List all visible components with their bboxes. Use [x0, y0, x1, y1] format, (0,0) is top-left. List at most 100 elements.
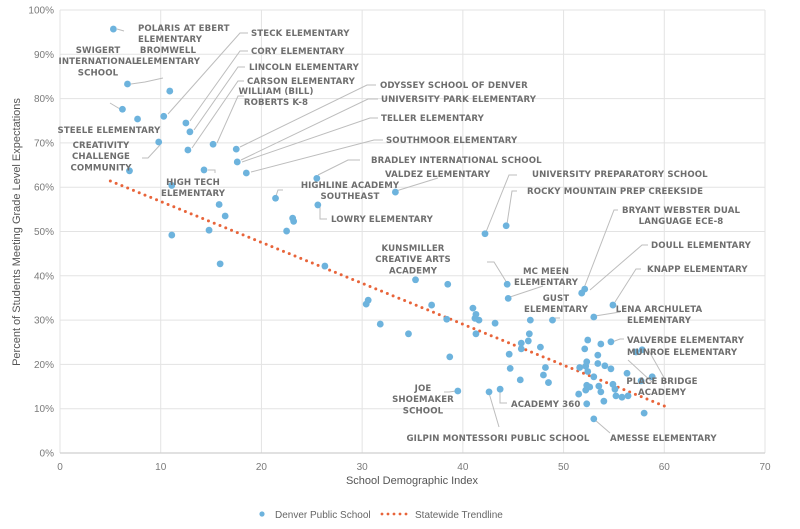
- data-point: [391, 188, 399, 196]
- legend: Denver Public School Statewide Trendline: [259, 510, 503, 521]
- annotation-label: JOE SHOEMAKER SCHOOL: [392, 384, 454, 416]
- annotation-line: LINCOLN ELEMENTARY: [249, 63, 360, 73]
- data-point: [469, 304, 477, 312]
- trendline-dot: [108, 179, 112, 183]
- data-point: [581, 345, 589, 353]
- trendline-dot: [126, 186, 130, 190]
- y-tick-label: 70%: [34, 138, 54, 149]
- trendline-dot: [281, 249, 285, 253]
- annotation-label: LOWRY ELEMENTARY: [331, 215, 434, 225]
- annotation-label: STEELE ELEMENTARY: [58, 126, 162, 136]
- data-point: [168, 182, 176, 189]
- trendline-dot: [651, 399, 655, 403]
- data-point: [594, 360, 602, 367]
- annotation-label: ODYSSEY SCHOOL OF DENVER: [380, 81, 528, 91]
- trendline-dot: [478, 329, 482, 333]
- y-tick-label: 100%: [28, 6, 54, 17]
- annotation-label: KNAPP ELEMENTARY: [647, 265, 748, 275]
- data-point: [590, 373, 598, 381]
- trendline-dot: [639, 395, 643, 399]
- data-point: [578, 289, 586, 297]
- data-point: [542, 364, 549, 371]
- annotation-leader-line: [208, 169, 216, 173]
- annotation-line: LANGUAGE ECE-8: [639, 217, 724, 227]
- trendline-dot: [391, 294, 395, 298]
- annotation-label: MUNROE ELEMENTARY: [627, 348, 738, 358]
- trendline-dot: [547, 357, 551, 361]
- trendline-dot: [224, 226, 228, 230]
- annotation-label: LINCOLN ELEMENTARY: [249, 63, 360, 73]
- annotation-label: DOULL ELEMENTARY: [651, 241, 752, 251]
- annotation-label: MC MEEN ELEMENTARY: [514, 267, 579, 288]
- annotation-label: GUST ELEMENTARY: [524, 294, 589, 315]
- annotation-line: MUNROE ELEMENTARY: [627, 348, 738, 358]
- trendline-dot: [420, 306, 424, 310]
- trendline-dot: [645, 397, 649, 401]
- annotation-leader-line: [648, 350, 668, 384]
- data-point: [526, 316, 534, 324]
- data-point: [160, 112, 168, 120]
- annotation-leader-line: [239, 84, 376, 148]
- annotation-line: ELEMENTARY: [136, 57, 201, 67]
- trendline-dot: [166, 202, 170, 206]
- annotation-leader-line: [142, 144, 161, 159]
- trendline-dot: [253, 238, 257, 242]
- annotation-leader-lines: [109, 28, 668, 434]
- trendline-dot: [495, 336, 499, 340]
- data-point: [583, 358, 591, 366]
- data-point: [524, 337, 532, 345]
- data-point: [496, 385, 504, 393]
- trendline-dot: [466, 324, 470, 328]
- data-point: [597, 340, 605, 348]
- data-point: [446, 353, 454, 361]
- data-point: [584, 368, 592, 375]
- annotation-line: HIGH TECH: [166, 178, 220, 188]
- trendline-dot: [472, 327, 476, 331]
- annotation-line: SOUTHMOOR ELEMENTARY: [386, 136, 518, 146]
- trendline-dot: [530, 350, 534, 354]
- trendline-dot: [310, 261, 314, 265]
- x-tick-label: 10: [155, 462, 167, 473]
- trendline-dot: [241, 233, 245, 237]
- data-point: [216, 260, 224, 268]
- data-point: [607, 365, 615, 373]
- trendline-dot: [362, 282, 366, 286]
- x-tick-label: 40: [457, 462, 469, 473]
- annotation-line: SCHOOL: [78, 68, 119, 78]
- annotation-label: UNIVERSITY PREPARATORY SCHOOL: [532, 170, 708, 180]
- annotation-leader-line: [109, 102, 121, 110]
- data-point: [576, 364, 584, 371]
- annotation-leader-line: [627, 359, 654, 384]
- annotation-line: ELEMENTARY: [138, 35, 203, 45]
- annotation-line: SCHOOL: [403, 406, 444, 416]
- x-tick-label: 20: [256, 462, 268, 473]
- annotation-leader-line: [583, 209, 618, 289]
- annotation-label: POLARIS AT EBERT ELEMENTARY: [138, 24, 230, 45]
- data-point: [516, 376, 524, 384]
- annotation-line: ELEMENTARY: [627, 316, 692, 326]
- annotation-leader-line: [216, 95, 244, 144]
- annotation-label: ACADEMY 360: [511, 400, 580, 410]
- x-tick-label: 50: [558, 462, 570, 473]
- trendline-dot: [587, 374, 591, 378]
- trendline-dot: [662, 404, 666, 408]
- annotation-label: BRYANT WEBSTER DUAL LANGUAGE ECE-8: [622, 206, 741, 227]
- annotation-line: PLACE BRIDGE: [626, 377, 697, 387]
- data-point: [289, 214, 297, 222]
- data-point: [186, 128, 194, 136]
- annotation-line: BROMWELL: [140, 46, 197, 56]
- data-point: [491, 319, 499, 327]
- y-axis-title: Percent of Students Meeting Grade Level …: [11, 98, 23, 366]
- annotation-line: WILLIAM (BILL): [239, 87, 314, 97]
- annotation-line: SOUTHEAST: [320, 192, 379, 202]
- trendline-dot: [414, 303, 418, 307]
- trendline-dot: [189, 212, 193, 216]
- x-axis-ticks: 0 10 20 30 40 50 60 70: [57, 462, 771, 473]
- annotation-line: UNIVERSITY PREPARATORY SCHOOL: [532, 170, 708, 180]
- annotation-line: ROCKY MOUNTAIN PREP CREEKSIDE: [527, 187, 703, 197]
- trendline-dot: [426, 308, 430, 312]
- annotation-label: GILPIN MONTESSORI PUBLIC SCHOOL: [407, 434, 590, 444]
- annotation-line: ACADEMY: [389, 266, 438, 276]
- trendline-dot: [657, 402, 661, 406]
- data-point: [540, 371, 547, 379]
